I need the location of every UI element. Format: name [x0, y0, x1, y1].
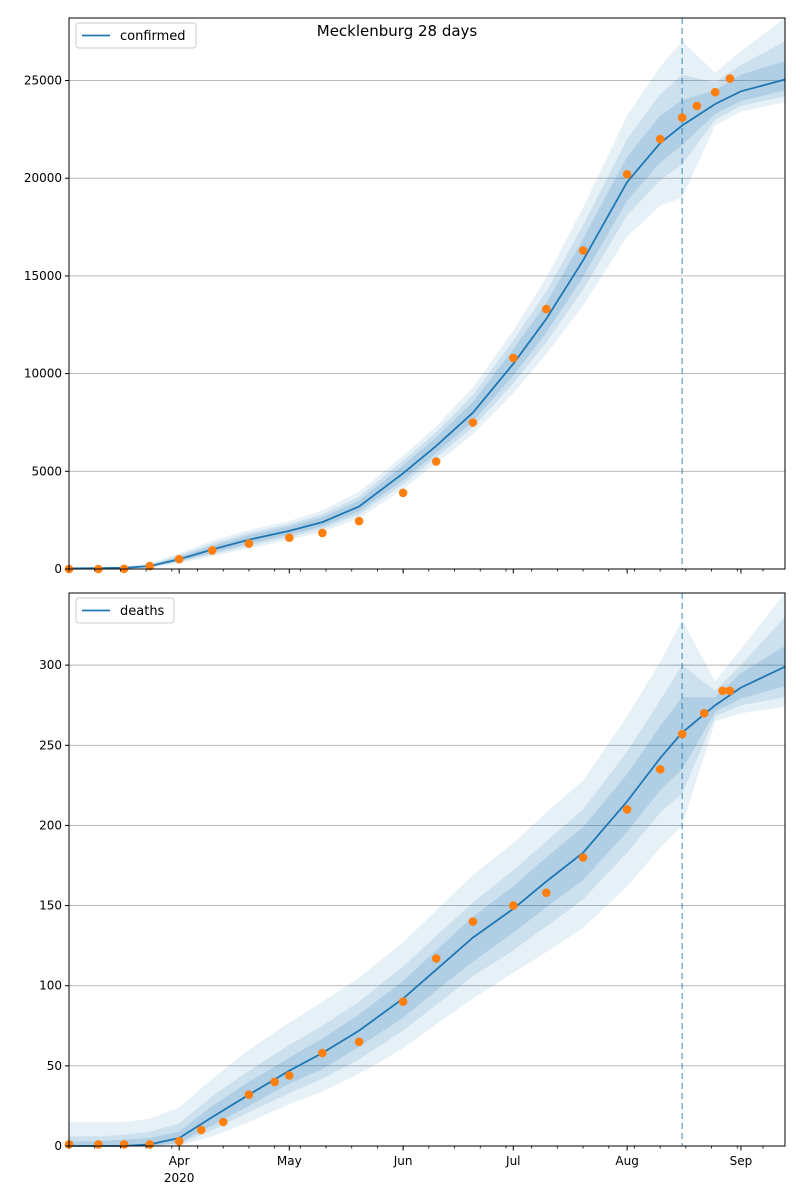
- y-tick-label: 25000: [24, 74, 62, 88]
- observed-point: [270, 1077, 279, 1087]
- deaths-panel: 0 50 100 150 200 250 300 Apr 2020 May Jun Jul Aug Sep…: [39, 592, 786, 1185]
- observed-point: [354, 1037, 364, 1047]
- observed-point: [542, 304, 551, 314]
- legend-box: [75, 22, 197, 49]
- x-tick-label: Jul: [505, 1154, 520, 1168]
- observed-point: [354, 516, 364, 526]
- x-tick-sublabel: 2020: [164, 1171, 195, 1185]
- observed-point: [622, 170, 632, 179]
- observed-point: [699, 708, 709, 718]
- observed-point: [318, 1048, 327, 1058]
- x-tick-label: Jun: [393, 1154, 413, 1168]
- chart-title: Mecklenburg 28 days: [317, 22, 478, 40]
- observed-point: [398, 488, 408, 498]
- y-tick-label: 0: [54, 1139, 62, 1153]
- legend-box: [75, 597, 175, 624]
- observed-point: [578, 246, 588, 255]
- x-tick-label: Sep: [730, 1154, 753, 1168]
- uncertainty-band: [69, 61, 785, 569]
- observed-point: [218, 1117, 228, 1127]
- legend-label: deaths: [120, 604, 165, 619]
- observed-point: [468, 917, 478, 926]
- observed-point: [285, 1071, 294, 1080]
- y-tick-label: 250: [39, 738, 62, 752]
- observed-point: [196, 1125, 206, 1135]
- y-tick-label: 150: [39, 899, 62, 913]
- axes-frame: [68, 592, 786, 1147]
- y-tick-label: 50: [47, 1059, 62, 1073]
- observed-point: [145, 1140, 155, 1149]
- observed-point: [655, 134, 665, 144]
- observed-point: [174, 554, 184, 564]
- observed-point: [398, 997, 408, 1006]
- observed-point: [655, 765, 665, 774]
- y-tick-label: 20000: [24, 171, 62, 185]
- legend: confirmed: [75, 22, 197, 49]
- y-tick-label: 300: [39, 658, 62, 672]
- uncertainty-band: [69, 645, 785, 1146]
- observed-point: [318, 528, 327, 538]
- observed-point: [94, 1140, 103, 1149]
- x-tick-label: Aug: [615, 1154, 638, 1168]
- uncertainty-band: [69, 617, 785, 1146]
- observed-point: [725, 686, 735, 696]
- observed-point: [285, 533, 294, 542]
- axes-frame: [68, 17, 786, 570]
- observed-point: [431, 954, 441, 963]
- observed-point: [119, 1140, 129, 1149]
- uncertainty-band: [69, 18, 785, 569]
- observed-point: [578, 853, 588, 862]
- observed-point: [468, 418, 478, 427]
- observed-point: [542, 888, 551, 897]
- y-tick-label: 5000: [31, 464, 62, 478]
- x-tick-label: Apr: [169, 1154, 190, 1168]
- y-tick-label: 10000: [24, 367, 62, 381]
- y-tick-label: 200: [39, 818, 62, 832]
- legend-label: confirmed: [120, 29, 186, 44]
- observed-point: [207, 546, 217, 555]
- y-tick-label: 0: [54, 562, 62, 576]
- observed-point: [509, 353, 518, 363]
- observed-point: [710, 87, 720, 97]
- observed-point: [725, 74, 735, 83]
- observed-point: [677, 729, 687, 739]
- observed-point: [692, 101, 702, 111]
- x-tick-label: May: [277, 1154, 302, 1168]
- model-line: [68, 78, 786, 570]
- y-tick-label: 100: [39, 979, 62, 993]
- observed-point: [244, 1090, 254, 1099]
- observed-point: [174, 1136, 184, 1146]
- observed-point: [718, 686, 727, 696]
- observed-point: [244, 539, 254, 548]
- observed-point: [622, 805, 632, 814]
- model-line: [69, 665, 786, 1147]
- observed-point: [509, 901, 518, 910]
- y-tick-label: 15000: [24, 269, 62, 283]
- observed-point: [145, 561, 155, 571]
- legend: deaths: [75, 597, 175, 624]
- observed-point: [677, 113, 687, 122]
- observed-point: [431, 457, 441, 466]
- confirmed-panel: 0 5000 10000 15000 20000 25000 confirmed: [24, 17, 786, 576]
